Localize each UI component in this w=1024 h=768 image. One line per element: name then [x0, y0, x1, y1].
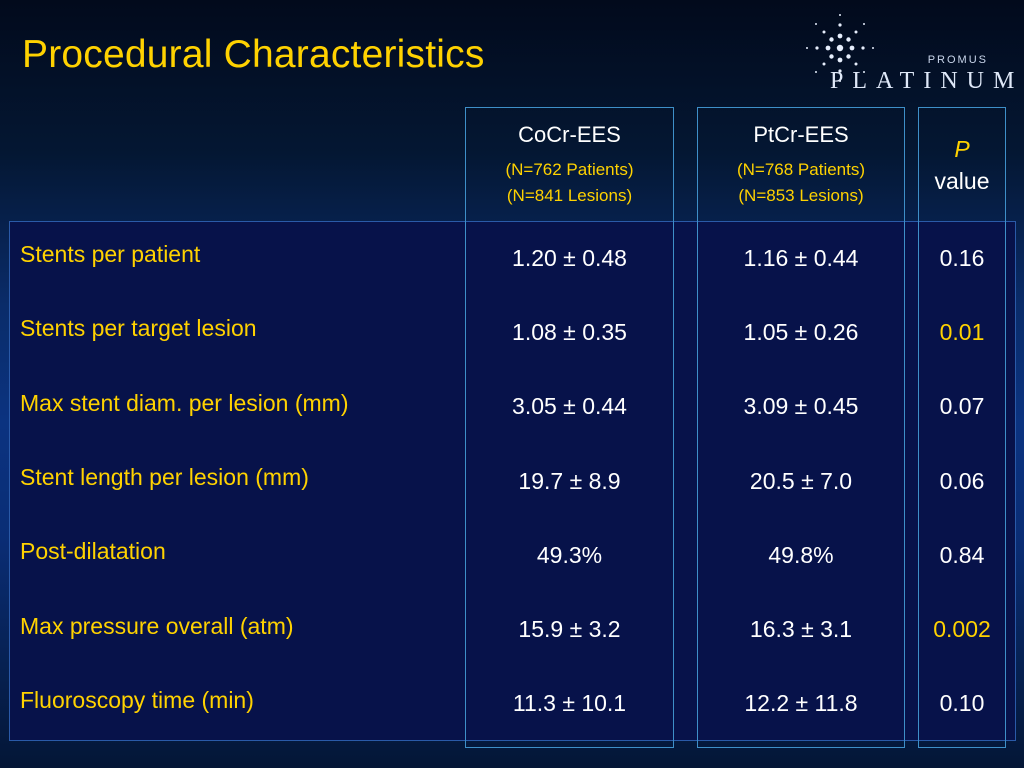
- column-header-name: CoCr-EES: [518, 122, 621, 147]
- slide-title: Procedural Characteristics: [22, 33, 485, 76]
- column-header-patients: (N=768 Patients): [736, 160, 866, 179]
- p-value: 0.10: [939, 690, 985, 716]
- cocr-value: 15.9 ± 3.2: [518, 616, 621, 642]
- row-label: Stents per target lesion: [20, 315, 257, 341]
- column-header-lesions: (N=841 Lesions): [506, 186, 633, 205]
- row-label: Stent length per lesion (mm): [20, 464, 309, 490]
- ptcr-value: 1.05 ± 0.26: [743, 319, 859, 345]
- row-label: Post-dilatation: [20, 538, 166, 564]
- p-value: 0.07: [939, 393, 985, 419]
- p-value: 0.06: [939, 468, 985, 494]
- ptcr-value: 16.3 ± 3.1: [749, 616, 853, 642]
- column-header-p: P: [954, 136, 970, 162]
- ptcr-column-frame: [697, 107, 905, 748]
- p-value: 0.01: [939, 319, 985, 345]
- column-header-value: value: [934, 168, 990, 194]
- p-value: 0.16: [939, 245, 985, 271]
- ptcr-value: 49.8%: [768, 542, 834, 568]
- column-header-patients: (N=762 Patients): [505, 160, 634, 179]
- ptcr-value: 20.5 ± 7.0: [749, 468, 853, 494]
- cocr-column-frame: [465, 107, 674, 748]
- column-header-pvalue: P value: [918, 133, 1006, 197]
- p-value: 0.002: [933, 616, 991, 642]
- ptcr-value: 12.2 ± 11.8: [744, 690, 858, 716]
- ptcr-value: 1.16 ± 0.44: [743, 245, 859, 271]
- cocr-value: 1.20 ± 0.48: [512, 245, 627, 271]
- column-header-ptcr: PtCr-EES (N=768 Patients) (N=853 Lesions…: [697, 121, 905, 209]
- column-header-cocr: CoCr-EES (N=762 Patients) (N=841 Lesions…: [465, 121, 674, 209]
- table-body-panel: [9, 221, 1016, 741]
- logo-promus-text: PROMUS: [927, 54, 988, 66]
- row-label: Max stent diam. per lesion (mm): [20, 390, 349, 416]
- p-value: 0.84: [939, 542, 985, 568]
- row-label: Fluoroscopy time (min): [20, 687, 254, 713]
- ptcr-value: 3.09 ± 0.45: [743, 393, 859, 419]
- column-header-name: PtCr-EES: [753, 122, 849, 147]
- starburst-icon: [806, 14, 874, 82]
- row-label: Max pressure overall (atm): [20, 613, 294, 639]
- column-header-lesions: (N=853 Lesions): [738, 186, 864, 205]
- cocr-value: 1.08 ± 0.35: [512, 319, 627, 345]
- cocr-value: 3.05 ± 0.44: [512, 393, 627, 419]
- cocr-value: 19.7 ± 8.9: [518, 468, 621, 494]
- row-label: Stents per patient: [20, 241, 201, 267]
- logo-platinum-text: PLATINUM: [830, 68, 1024, 94]
- cocr-value: 11.3 ± 10.1: [512, 690, 627, 716]
- pvalue-column-frame: [918, 107, 1006, 748]
- cocr-value: 49.3%: [536, 542, 603, 568]
- promus-platinum-logo: PROMUS PLATINUM: [800, 8, 1024, 100]
